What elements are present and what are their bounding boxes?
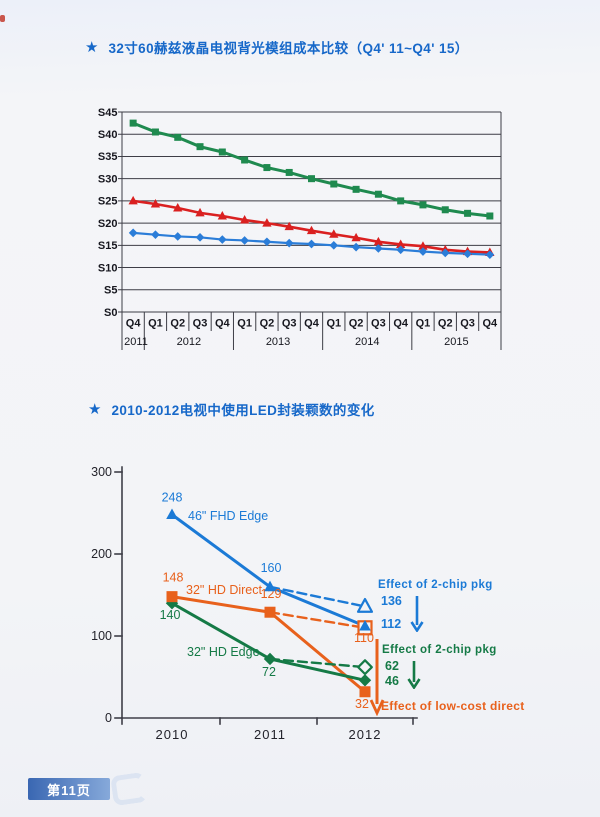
series-label-32-hd-edge: 32" HD Edge: [187, 645, 260, 659]
svg-text:248: 248: [162, 491, 183, 505]
section-title-text: 32寸60赫兹液晶电视背光模组成本比较（Q4' 11~Q4' 15）: [108, 41, 469, 56]
star-bullet-icon: ★: [85, 38, 99, 56]
svg-text:S10: S10: [98, 262, 118, 274]
svg-text:2011: 2011: [124, 336, 148, 348]
svg-text:32: 32: [355, 697, 369, 711]
svg-text:S45: S45: [98, 107, 118, 119]
svg-text:Q1: Q1: [148, 318, 163, 330]
svg-text:2015: 2015: [444, 336, 468, 348]
svg-text:2012: 2012: [349, 727, 382, 742]
svg-text:S15: S15: [98, 240, 118, 252]
svg-text:2010: 2010: [156, 727, 189, 742]
svg-text:Q2: Q2: [349, 318, 364, 330]
svg-text:2014: 2014: [355, 336, 379, 348]
svg-text:Q2: Q2: [438, 318, 453, 330]
annotation-value-from: 136: [381, 594, 402, 608]
svg-text:Q4: Q4: [215, 318, 231, 330]
svg-text:160: 160: [261, 561, 282, 575]
series-label-46-fhd-edge: 46" FHD Edge: [188, 509, 269, 523]
page-number-badge: 第11页: [28, 778, 110, 800]
svg-text:140: 140: [160, 608, 181, 622]
series-line: [268, 585, 367, 608]
annotation-text: Effect of 2-chip pkg: [382, 644, 497, 656]
annotation-low-cost-direct: Effect of low-cost direct: [381, 699, 525, 713]
svg-text:Q4: Q4: [483, 318, 499, 330]
svg-text:Q2: Q2: [260, 318, 275, 330]
section-title-text: 2010-2012电视中使用LED封装颗数的变化: [111, 403, 375, 418]
annotation-value-to: 46: [385, 674, 399, 688]
scan-artifact-speck: [0, 15, 5, 22]
svg-text:S20: S20: [98, 218, 118, 230]
annotation-2chip-pkg-green: Effect of 2-chip pkg 62 46: [382, 644, 497, 689]
svg-text:Q3: Q3: [460, 318, 475, 330]
svg-text:S25: S25: [98, 196, 118, 208]
svg-text:100: 100: [91, 629, 112, 643]
annotation-2chip-pkg-blue: Effect of 2-chip pkg 136 112: [378, 579, 493, 632]
svg-text:Q1: Q1: [326, 318, 341, 330]
long-down-arrow-icon: [369, 639, 385, 716]
cost-chart-canvas: S0 S5 S10 S15 S20 S25 S30 S35 S40 S45 Q4 Q1 Q2 Q3 Q4 Q1…: [98, 107, 502, 350]
svg-text:Q1: Q1: [416, 318, 431, 330]
svg-text:2011: 2011: [254, 727, 286, 742]
svg-text:Q4: Q4: [393, 318, 409, 330]
section-title-led-count: ★ 2010-2012电视中使用LED封装颗数的变化: [88, 399, 375, 419]
series-line: [268, 657, 367, 669]
svg-text:72: 72: [262, 665, 276, 679]
svg-text:0: 0: [105, 711, 112, 725]
svg-text:110: 110: [354, 631, 374, 645]
series-line: [268, 611, 367, 630]
svg-text:300: 300: [91, 465, 112, 479]
svg-text:2012: 2012: [177, 336, 201, 348]
svg-text:Q3: Q3: [371, 318, 386, 330]
svg-text:200: 200: [91, 547, 112, 561]
annotation-text: Effect of 2-chip pkg: [378, 579, 493, 591]
svg-text:148: 148: [163, 571, 184, 585]
svg-text:Q4: Q4: [126, 318, 142, 330]
svg-text:Q3: Q3: [193, 318, 208, 330]
series-label-32-hd-direct: 32" HD Direct: [186, 583, 262, 597]
svg-text:S5: S5: [104, 285, 117, 297]
svg-text:Q3: Q3: [282, 318, 297, 330]
svg-text:Q2: Q2: [170, 318, 185, 330]
down-arrow-icon: [410, 596, 424, 632]
svg-text:Q1: Q1: [237, 318, 252, 330]
annotation-value-from: 62: [385, 659, 399, 673]
svg-text:2013: 2013: [266, 336, 290, 348]
svg-text:S30: S30: [98, 173, 118, 185]
led-package-count-line-chart: 0 100 200 300 2010 2011 2012 140 72 110 148 129 32 24…: [85, 455, 590, 767]
section-title-cost-comparison: ★ 32寸60赫兹液晶电视背光模组成本比较（Q4' 11~Q4' 15）: [85, 37, 469, 57]
svg-text:Q4: Q4: [304, 318, 320, 330]
svg-text:S40: S40: [98, 129, 118, 141]
star-bullet-icon: ★: [88, 400, 102, 418]
down-arrow-icon: [407, 661, 421, 689]
svg-text:S0: S0: [104, 307, 117, 319]
svg-text:S35: S35: [98, 151, 118, 163]
backlight-cost-line-chart: S0 S5 S10 S15 S20 S25 S30 S35 S40 S45 Q4 Q1 Q2 Q3 Q4 Q1…: [95, 100, 515, 356]
annotation-value-to: 112: [381, 617, 402, 631]
series-green-squares: [132, 121, 491, 218]
logo-watermark: [110, 771, 148, 807]
